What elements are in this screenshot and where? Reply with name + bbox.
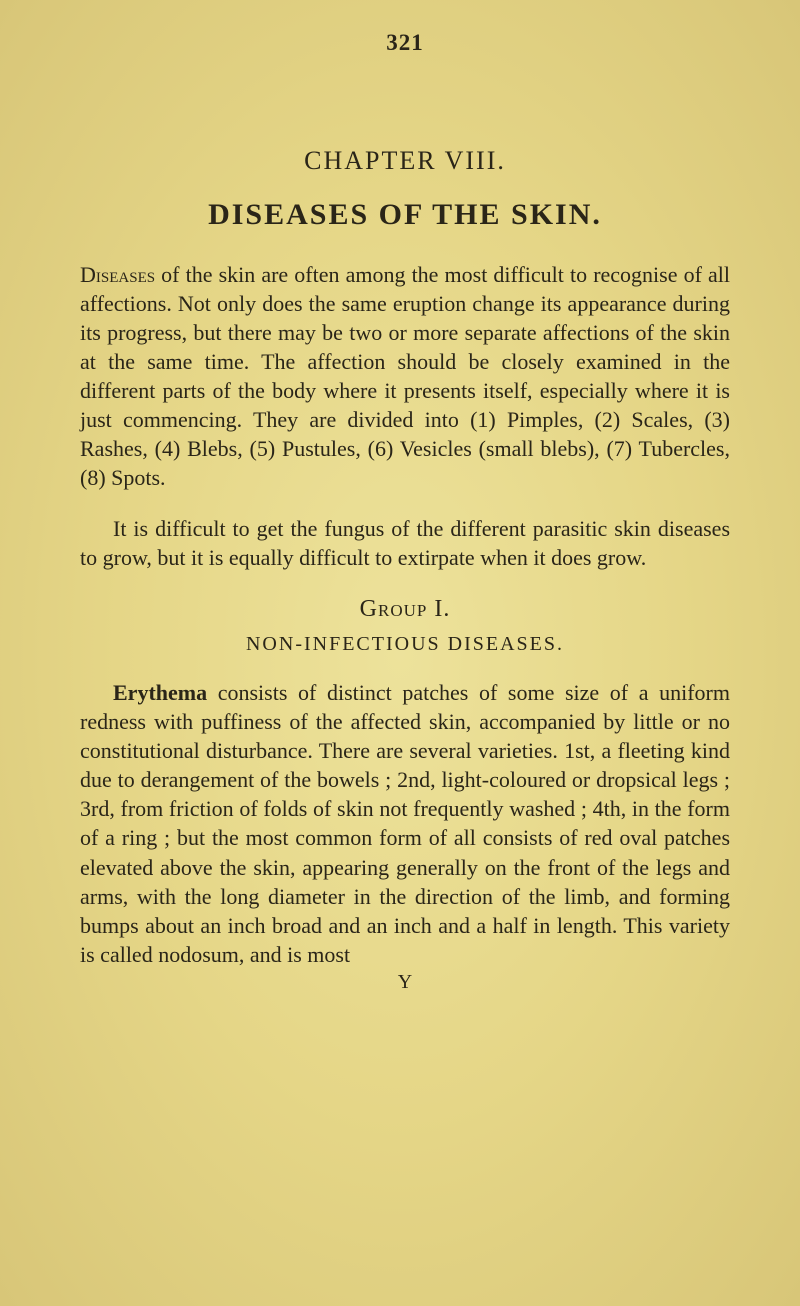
paragraph-3-rest: consists of distinct patches of some siz… — [80, 680, 730, 966]
paragraph-1-lead: Diseases — [80, 262, 155, 287]
footer-signature: Y — [80, 971, 730, 994]
section-heading: NON-INFECTIOUS DISEASES. — [80, 633, 730, 656]
paragraph-3: Erythema consists of distinct patches of… — [80, 678, 730, 968]
paragraph-1-rest: of the skin are often among the most dif… — [80, 262, 730, 490]
chapter-title: DISEASES OF THE SKIN. — [80, 198, 730, 232]
chapter-label: CHAPTER VIII. — [80, 146, 730, 176]
page-number: 321 — [80, 30, 730, 56]
paragraph-2: It is difficult to get the fungus of the… — [80, 514, 730, 572]
page-container: 321 CHAPTER VIII. DISEASES OF THE SKIN. … — [0, 0, 800, 1306]
paragraph-1: Diseases of the skin are often among the… — [80, 260, 730, 492]
paragraph-3-lead: Erythema — [113, 680, 207, 705]
group-label: Group I. — [80, 596, 730, 623]
